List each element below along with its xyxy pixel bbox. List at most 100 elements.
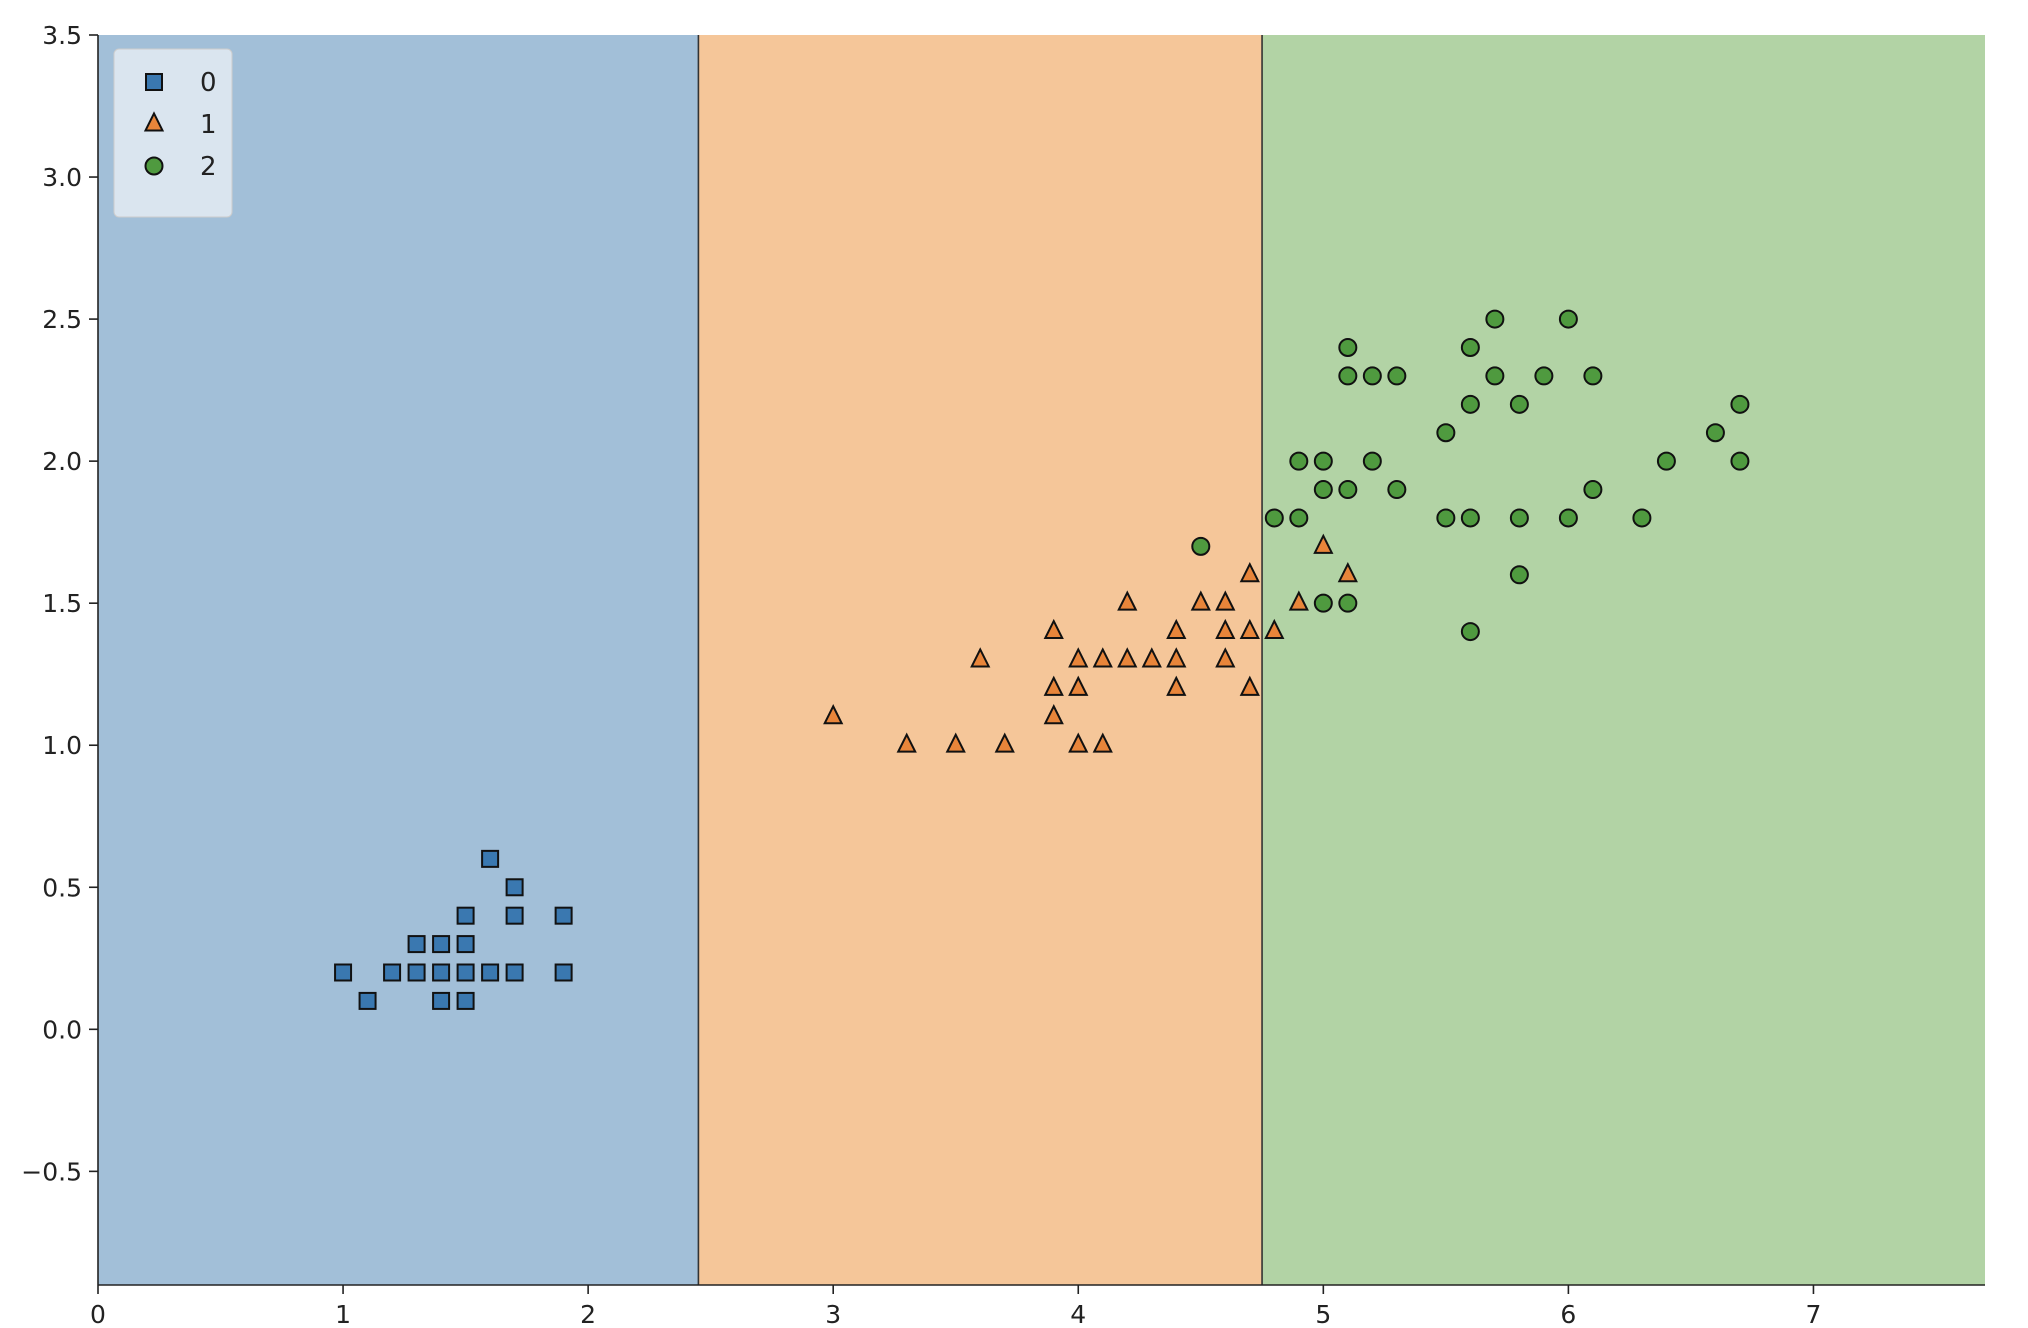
data-point-class-1: [1190, 590, 1211, 611]
data-point-class-2: [1338, 366, 1358, 386]
data-point-class-2: [1387, 366, 1407, 386]
region-class-0: [98, 35, 699, 1285]
data-point-class-2: [1436, 423, 1456, 443]
data-point-class-1: [1043, 704, 1064, 725]
data-point-class-0: [407, 963, 426, 982]
data-point-class-1: [1215, 618, 1236, 640]
legend-marker-2: [144, 156, 164, 176]
data-point-class-2: [1362, 451, 1382, 471]
data-point-class-1: [1288, 590, 1309, 611]
data-point-class-0: [456, 991, 475, 1010]
data-point-class-1: [1239, 675, 1260, 696]
data-point-class-2: [1485, 366, 1505, 386]
data-point-class-1: [970, 647, 991, 668]
legend-label: 2: [200, 152, 217, 182]
data-point-class-2: [1583, 366, 1603, 386]
data-points: [334, 309, 1750, 1010]
data-point-class-2: [1558, 309, 1578, 329]
data-point-class-2: [1509, 508, 1529, 528]
data-point-class-1: [823, 704, 844, 725]
data-point-class-1: [945, 732, 966, 753]
data-point-class-2: [1558, 508, 1578, 528]
data-point-class-2: [1656, 451, 1676, 471]
data-point-class-2: [1534, 366, 1554, 386]
legend-box: [113, 48, 233, 218]
data-point-class-1: [1239, 561, 1260, 583]
legend: 0 1 2: [113, 48, 233, 218]
data-point-class-2: [1632, 508, 1652, 528]
data-point-class-1: [1239, 618, 1260, 640]
data-point-class-1: [1215, 647, 1236, 668]
data-point-class-0: [456, 906, 475, 925]
data-point-class-2: [1436, 508, 1456, 528]
x-tick-label: 7: [1806, 1300, 1822, 1328]
data-point-class-2: [1313, 480, 1333, 500]
legend-label: 1: [200, 110, 217, 140]
data-point-class-1: [1166, 647, 1187, 668]
y-tick-label: −0.5: [21, 1157, 82, 1186]
data-point-class-1: [1215, 590, 1236, 611]
data-point-class-2: [1362, 366, 1382, 386]
data-point-class-0: [505, 878, 524, 897]
legend-marker-1: [143, 111, 165, 132]
data-point-class-2: [1705, 423, 1725, 443]
x-tick-label: 6: [1560, 1300, 1576, 1328]
x-tick-label: 1: [335, 1300, 351, 1328]
data-point-class-2: [1313, 593, 1333, 613]
data-point-class-2: [1460, 338, 1480, 357]
data-point-class-2: [1289, 451, 1309, 471]
axes: 0 1 2 3 4 5 6 7 −0.5 0.0 0.5 1.0 1.5 2.0 2.5 3.0 3.5: [21, 21, 1985, 1328]
decision-boundaries: [697, 35, 1263, 1285]
data-point-class-1: [1068, 647, 1089, 668]
y-tick-label: 0.0: [42, 1015, 82, 1044]
data-point-class-1: [1166, 618, 1187, 640]
y-tick-label: 3.5: [42, 21, 82, 50]
data-point-class-2: [1583, 480, 1603, 500]
data-point-class-0: [505, 906, 524, 925]
x-tick-label: 0: [90, 1300, 106, 1328]
data-point-class-2: [1264, 508, 1284, 528]
data-point-class-0: [334, 963, 353, 982]
y-tick-label: 2.5: [42, 305, 82, 334]
data-point-class-1: [1068, 675, 1089, 696]
data-point-class-2: [1289, 508, 1309, 528]
data-point-class-2: [1509, 565, 1529, 585]
y-tick-label: 3.0: [42, 163, 82, 192]
x-tick-label: 2: [580, 1300, 596, 1328]
data-point-class-1: [1043, 618, 1064, 640]
data-point-class-1: [1141, 647, 1162, 668]
data-point-class-2: [1313, 451, 1333, 471]
data-point-class-0: [432, 935, 451, 954]
data-point-class-1: [1117, 647, 1138, 668]
data-point-class-0: [505, 963, 524, 982]
data-point-class-1: [1092, 732, 1113, 753]
y-tick-label: 0.5: [42, 873, 82, 902]
data-point-class-0: [358, 991, 377, 1010]
data-point-class-2: [1730, 394, 1750, 414]
decision-regions: [98, 35, 1985, 1285]
data-point-class-2: [1485, 309, 1505, 329]
data-point-class-1: [1092, 647, 1113, 668]
data-point-class-0: [456, 935, 475, 954]
data-point-class-1: [1313, 533, 1334, 554]
data-point-class-0: [481, 963, 500, 982]
data-point-class-1: [1043, 675, 1064, 696]
data-point-class-0: [432, 963, 451, 982]
data-point-class-1: [1264, 618, 1285, 640]
y-tick-label: 1.5: [42, 589, 82, 618]
data-point-class-2: [1460, 394, 1480, 414]
data-point-class-2: [1460, 508, 1480, 528]
y-tick-label: 2.0: [42, 447, 82, 476]
data-point-class-0: [456, 963, 475, 982]
data-point-class-0: [407, 935, 426, 954]
data-point-class-0: [554, 963, 573, 982]
data-point-class-1: [1166, 675, 1187, 696]
data-point-class-2: [1730, 451, 1750, 471]
data-point-class-2: [1338, 593, 1358, 613]
data-point-class-0: [432, 991, 451, 1010]
y-tick-label: 1.0: [42, 731, 82, 760]
data-point-class-2: [1460, 622, 1480, 642]
legend-label: 0: [200, 68, 217, 98]
data-point-class-0: [481, 849, 500, 868]
